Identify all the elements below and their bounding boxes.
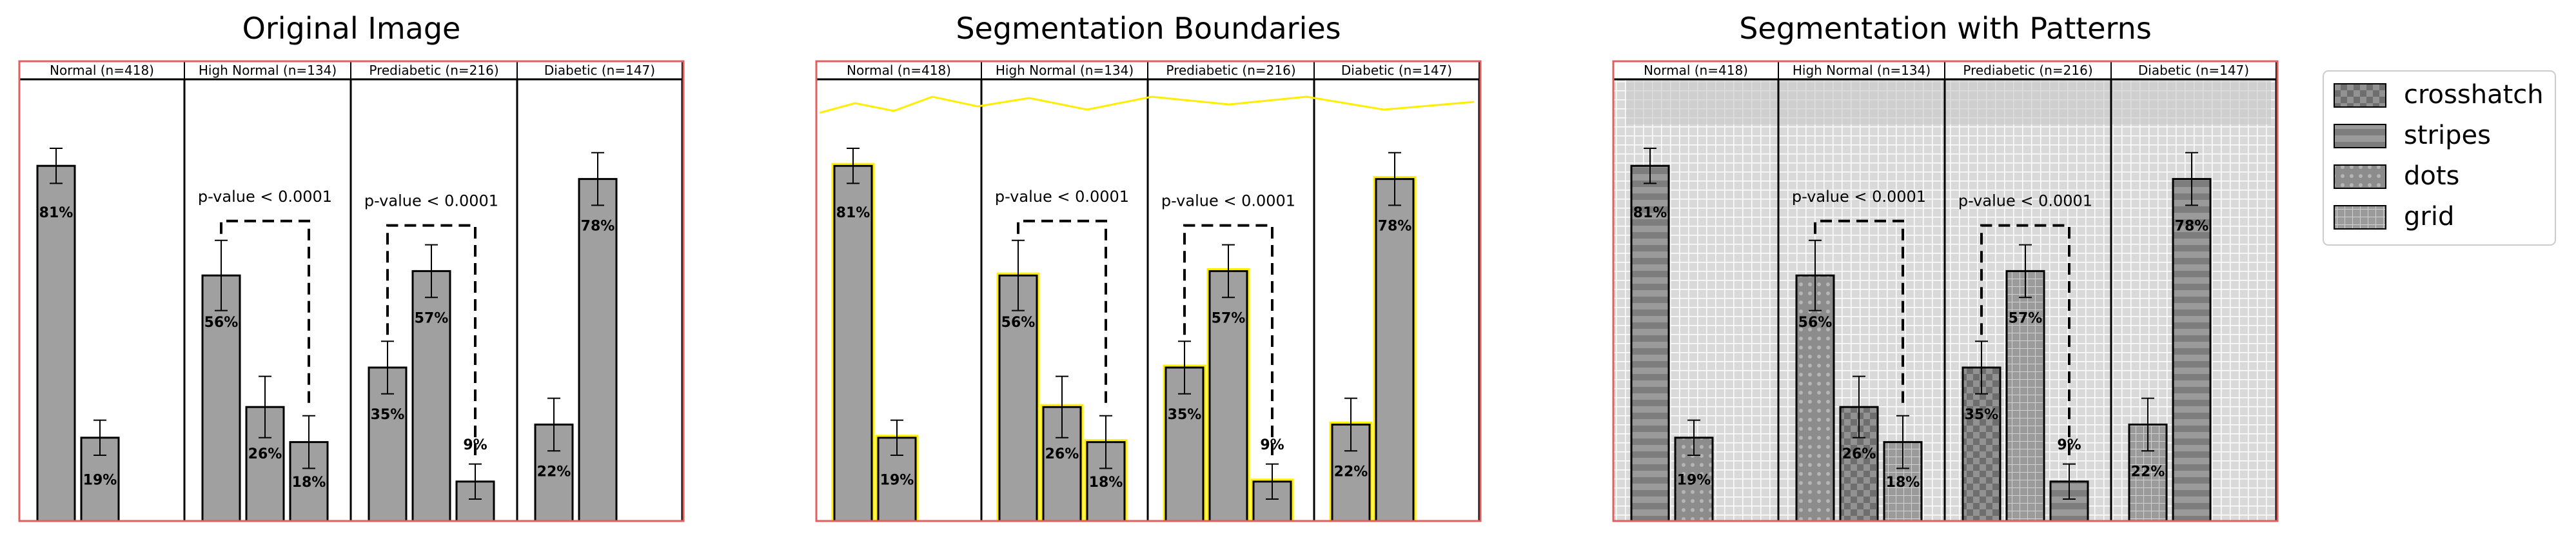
group-label: Normal (n=418) <box>1644 63 1748 78</box>
group-label: High Normal (n=134) <box>996 63 1134 78</box>
group-label: Diabetic (n=147) <box>544 63 655 78</box>
significance-bracket <box>1980 224 2070 458</box>
bar <box>80 437 120 522</box>
value-label: 18% <box>1886 475 1920 491</box>
stripes-icon <box>2334 124 2386 148</box>
value-label: 56% <box>204 315 239 331</box>
group-label: Normal (n=418) <box>50 63 154 78</box>
value-label: 78% <box>1378 219 1412 235</box>
significance-bracket <box>1814 219 1904 409</box>
bar <box>998 274 1038 522</box>
value-label: 26% <box>248 446 282 462</box>
panel-frame <box>18 60 685 522</box>
group-3: Diabetic (n=147) 22% 78% <box>2110 61 2277 522</box>
value-label: 81% <box>836 205 870 221</box>
panel-boundaries: Segmentation Boundaries Normal (n=418) 81%… <box>815 11 1482 522</box>
group-label: Diabetic (n=147) <box>2138 63 2249 78</box>
group-header <box>516 61 683 80</box>
panel-patterns: Segmentation with Patterns Normal (n=418)… <box>1612 11 2279 522</box>
p-value-label: p-value < 0.0001 <box>1792 188 1926 206</box>
group-3: Diabetic (n=147) 22% 78% <box>516 61 683 522</box>
legend: crosshatch stripes dots grid <box>2323 70 2556 246</box>
value-label: 81% <box>39 205 74 221</box>
value-label: 22% <box>537 464 571 480</box>
significance-bracket <box>220 219 310 409</box>
panel-frame <box>815 60 1482 522</box>
value-label: 22% <box>2131 464 2165 480</box>
value-label: 57% <box>2009 310 2043 326</box>
group-header <box>2110 61 2277 80</box>
value-label: 19% <box>880 472 914 488</box>
bar <box>1375 178 1415 522</box>
value-label: 78% <box>2175 219 2209 235</box>
significance-bracket <box>386 224 477 458</box>
p-value-label: p-value < 0.0001 <box>995 188 1129 206</box>
value-label: 81% <box>1633 205 1667 221</box>
legend-label: crosshatch <box>2404 80 2544 110</box>
value-label: 56% <box>1001 315 1036 331</box>
p-value-label: p-value < 0.0001 <box>1958 192 2092 210</box>
value-label: 26% <box>1045 446 1079 462</box>
value-label: 22% <box>1334 464 1368 480</box>
significance-bracket <box>1017 219 1107 409</box>
pattern-region <box>1626 79 2271 124</box>
group-1: High Normal (n=134) 56% 26% 18% p-value < 0.… <box>1777 61 1946 522</box>
group-1: High Normal (n=134) 56% 26% 18% p-value < 0.… <box>183 61 352 522</box>
panel-title: Segmentation with Patterns <box>1739 11 2152 46</box>
legend-label: grid <box>2404 202 2454 231</box>
bar <box>201 274 241 522</box>
value-label: 78% <box>581 219 615 235</box>
value-label: 56% <box>1798 315 1833 331</box>
panel-frame <box>1612 60 2279 522</box>
value-label: 35% <box>371 407 405 423</box>
value-label: 19% <box>83 472 117 488</box>
group-label: High Normal (n=134) <box>199 63 337 78</box>
bar <box>1208 270 1248 522</box>
p-value-label: p-value < 0.0001 <box>198 188 332 206</box>
legend-label: dots <box>2404 161 2459 191</box>
group-2: Prediabetic (n=216)35%57%9%p-value < 0.0… <box>1146 61 1315 522</box>
legend-box <box>2323 70 2556 246</box>
group-header <box>981 61 1148 80</box>
value-label: 18% <box>1089 475 1123 491</box>
group-label: Prediabetic (n=216) <box>369 63 498 78</box>
crosshatch-icon <box>2334 83 2386 108</box>
p-value-label: p-value < 0.0001 <box>364 192 498 210</box>
group-3: Diabetic (n=147) 22% 78% <box>1313 61 1480 522</box>
group-2: Prediabetic (n=216)35%57%9%p-value < 0.0… <box>349 61 518 522</box>
value-label: 57% <box>415 310 449 326</box>
group-header <box>1613 61 1779 80</box>
bar <box>2005 270 2045 522</box>
legend-label: stripes <box>2404 121 2491 150</box>
group-label: Normal (n=418) <box>847 63 951 78</box>
dots-icon <box>2334 164 2386 189</box>
group-label: Diabetic (n=147) <box>1341 63 1452 78</box>
panel-original: Original Image Normal (n=418) 81% 19% High N… <box>18 11 685 522</box>
group-0: Normal (n=418) 81% 19% <box>815 61 983 522</box>
panel-title: Original Image <box>242 11 461 46</box>
significance-bracket <box>1183 224 1273 458</box>
bar <box>411 270 451 522</box>
p-value-label: p-value < 0.0001 <box>1161 192 1295 210</box>
group-label: High Normal (n=134) <box>1793 63 1931 78</box>
bar <box>1795 274 1835 522</box>
group-0: Normal (n=418) 81% 19% <box>18 61 186 522</box>
grid-icon <box>2334 205 2386 230</box>
value-label: 35% <box>1965 407 1999 423</box>
panel-title: Segmentation Boundaries <box>956 11 1341 46</box>
value-label: 18% <box>292 475 326 491</box>
boundary-contour <box>819 95 1475 114</box>
group-label: Prediabetic (n=216) <box>1963 63 2092 78</box>
value-label: 26% <box>1842 446 1876 462</box>
group-header <box>350 61 518 80</box>
group-1: High Normal (n=134) 56% 26% 18% p-value < 0.… <box>980 61 1149 522</box>
group-label: Prediabetic (n=216) <box>1166 63 1295 78</box>
group-0: Normal (n=418) 81% 19% <box>1612 61 1780 522</box>
value-label: 35% <box>1168 407 1202 423</box>
value-label: 57% <box>1212 310 1246 326</box>
value-label: 19% <box>1677 472 1711 488</box>
group-2: Prediabetic (n=216)35%57%9%p-value < 0.0… <box>1943 61 2112 522</box>
